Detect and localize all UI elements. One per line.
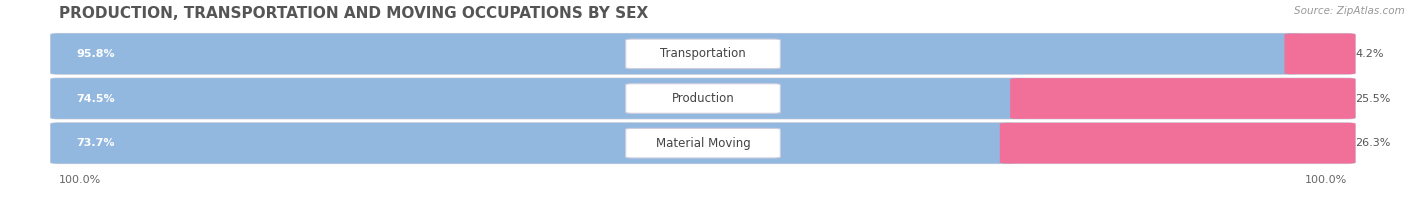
FancyBboxPatch shape (51, 33, 1355, 74)
Text: Transportation: Transportation (661, 47, 745, 60)
Text: Material Moving: Material Moving (655, 137, 751, 150)
Legend: Male, Female: Male, Female (643, 192, 763, 197)
FancyBboxPatch shape (1000, 123, 1355, 164)
Text: 4.2%: 4.2% (1355, 49, 1384, 59)
FancyBboxPatch shape (626, 84, 780, 113)
FancyBboxPatch shape (51, 33, 1302, 74)
FancyBboxPatch shape (51, 78, 1355, 119)
FancyBboxPatch shape (51, 123, 1017, 164)
FancyBboxPatch shape (1285, 33, 1355, 74)
Text: 26.3%: 26.3% (1355, 138, 1391, 148)
FancyBboxPatch shape (51, 123, 1355, 164)
Text: 95.8%: 95.8% (76, 49, 114, 59)
Text: Source: ZipAtlas.com: Source: ZipAtlas.com (1294, 6, 1405, 16)
FancyBboxPatch shape (626, 39, 780, 69)
Text: Production: Production (672, 92, 734, 105)
Text: 25.5%: 25.5% (1355, 94, 1391, 103)
Text: 100.0%: 100.0% (1305, 175, 1347, 185)
Text: 73.7%: 73.7% (76, 138, 114, 148)
Text: 100.0%: 100.0% (59, 175, 101, 185)
FancyBboxPatch shape (1010, 78, 1355, 119)
FancyBboxPatch shape (626, 128, 780, 158)
Text: 74.5%: 74.5% (76, 94, 114, 103)
Text: PRODUCTION, TRANSPORTATION AND MOVING OCCUPATIONS BY SEX: PRODUCTION, TRANSPORTATION AND MOVING OC… (59, 6, 648, 21)
FancyBboxPatch shape (51, 78, 1026, 119)
